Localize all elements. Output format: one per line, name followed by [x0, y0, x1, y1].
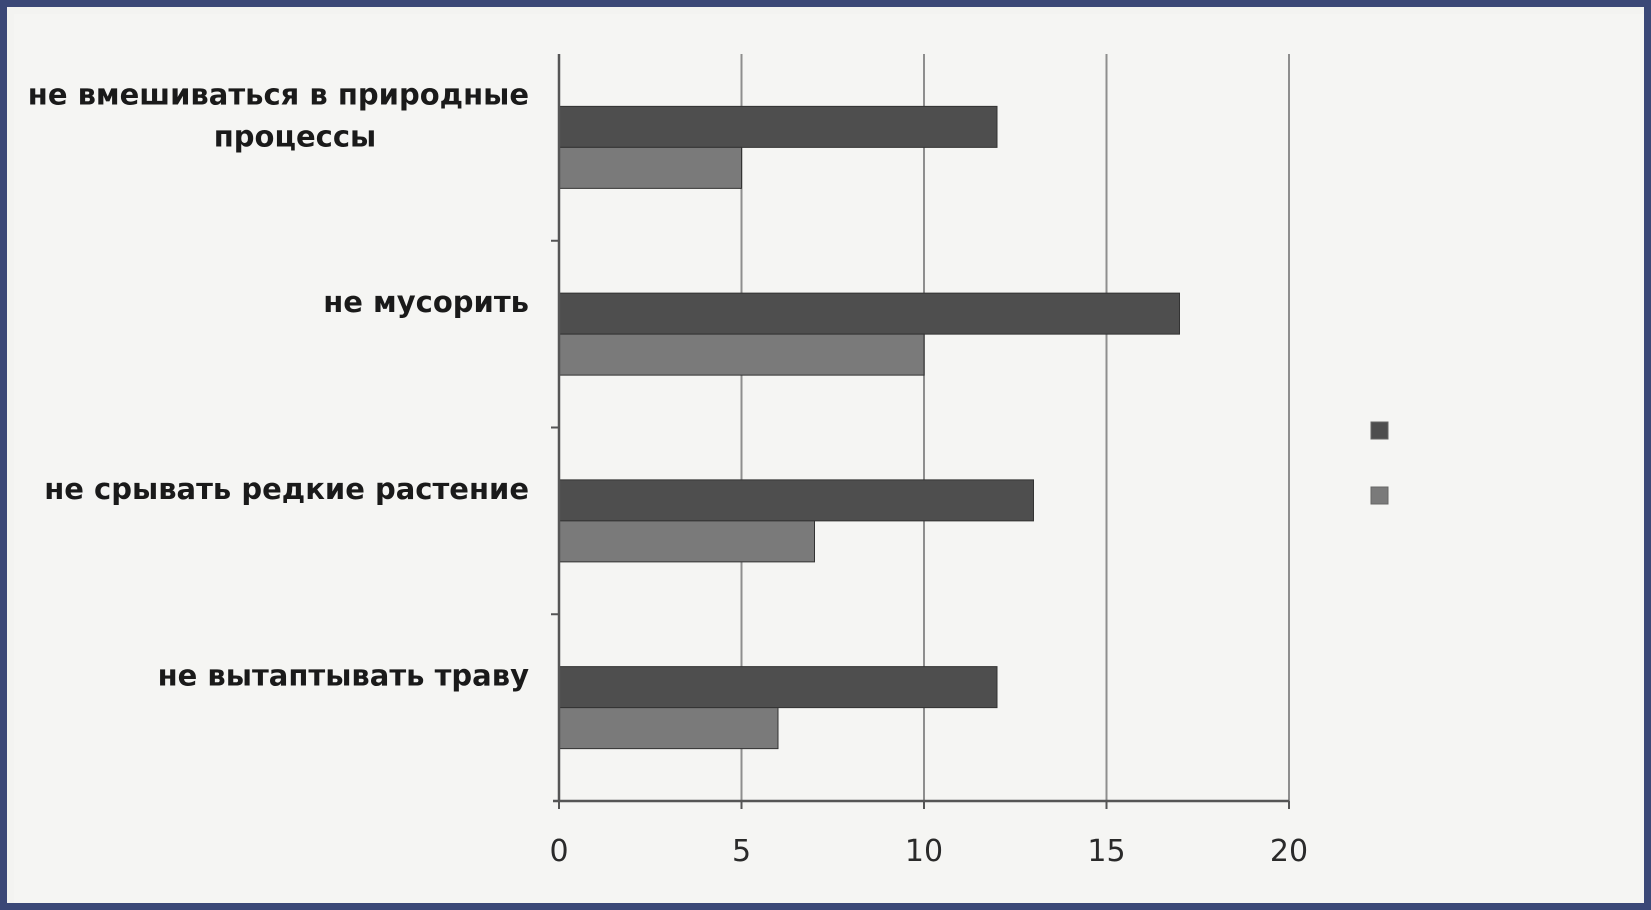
legend-swatch-series1: [1370, 421, 1389, 440]
axes: [551, 54, 1290, 809]
bar-series2-cat3: [558, 520, 815, 563]
bar-chart: не вмешиваться в природные процессы не мус…: [28, 54, 1389, 869]
bar-series1-cat2: [558, 292, 1180, 335]
bar-series1-cat3: [558, 479, 1034, 522]
x-tick-label: 20: [1270, 834, 1308, 869]
category-label: не вмешиваться в природные: [28, 77, 529, 111]
category-label: процессы: [214, 119, 377, 153]
bar-series2-cat1: [558, 146, 742, 189]
bar-series1-cat4: [558, 666, 998, 709]
x-tick-label: 10: [905, 834, 943, 869]
category-label: не вытаптывать траву: [158, 659, 529, 693]
legend-swatch-series2: [1370, 486, 1389, 505]
category-labels: не вмешиваться в природные процессы не мус…: [28, 77, 529, 692]
x-tick-label: 15: [1087, 834, 1125, 869]
tick-labels: 0 5 10 15 20: [549, 834, 1308, 869]
bars: [558, 105, 1180, 750]
bar-series2-cat2: [558, 333, 925, 376]
category-label: не мусорить: [323, 285, 529, 319]
chart-panel: не вмешиваться в природные процессы не мус…: [14, 14, 1644, 903]
category-label: не срывать редкие растение: [44, 472, 529, 506]
legend: [1370, 421, 1389, 505]
x-tick-label: 5: [732, 834, 751, 869]
bar-series2-cat4: [558, 707, 779, 750]
x-tick-label: 0: [549, 834, 568, 869]
bar-series1-cat1: [558, 105, 998, 148]
